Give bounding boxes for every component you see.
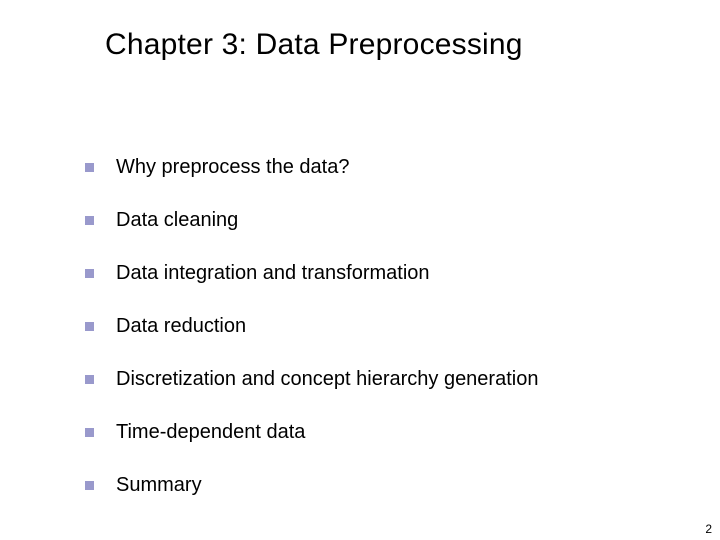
bullet-text: Data integration and transformation — [116, 261, 430, 285]
slide-title: Chapter 3: Data Preprocessing — [105, 28, 523, 62]
bullet-text: Data cleaning — [116, 208, 238, 232]
bullet-text: Why preprocess the data? — [116, 155, 349, 179]
bullet-list: Why preprocess the data? Data cleaning D… — [85, 155, 645, 526]
slide: Chapter 3: Data Preprocessing Why prepro… — [0, 0, 720, 540]
list-item: Why preprocess the data? — [85, 155, 645, 179]
bullet-text: Discretization and concept hierarchy gen… — [116, 367, 538, 391]
list-item: Summary — [85, 473, 645, 497]
bullet-square-icon — [85, 428, 94, 437]
bullet-square-icon — [85, 322, 94, 331]
bullet-square-icon — [85, 269, 94, 278]
bullet-square-icon — [85, 216, 94, 225]
bullet-text: Data reduction — [116, 314, 246, 338]
bullet-square-icon — [85, 481, 94, 490]
list-item: Discretization and concept hierarchy gen… — [85, 367, 645, 391]
list-item: Data cleaning — [85, 208, 645, 232]
bullet-text: Time-dependent data — [116, 420, 305, 444]
list-item: Time-dependent data — [85, 420, 645, 444]
list-item: Data reduction — [85, 314, 645, 338]
bullet-square-icon — [85, 163, 94, 172]
page-number: 2 — [705, 522, 712, 536]
bullet-text: Summary — [116, 473, 202, 497]
bullet-square-icon — [85, 375, 94, 384]
list-item: Data integration and transformation — [85, 261, 645, 285]
